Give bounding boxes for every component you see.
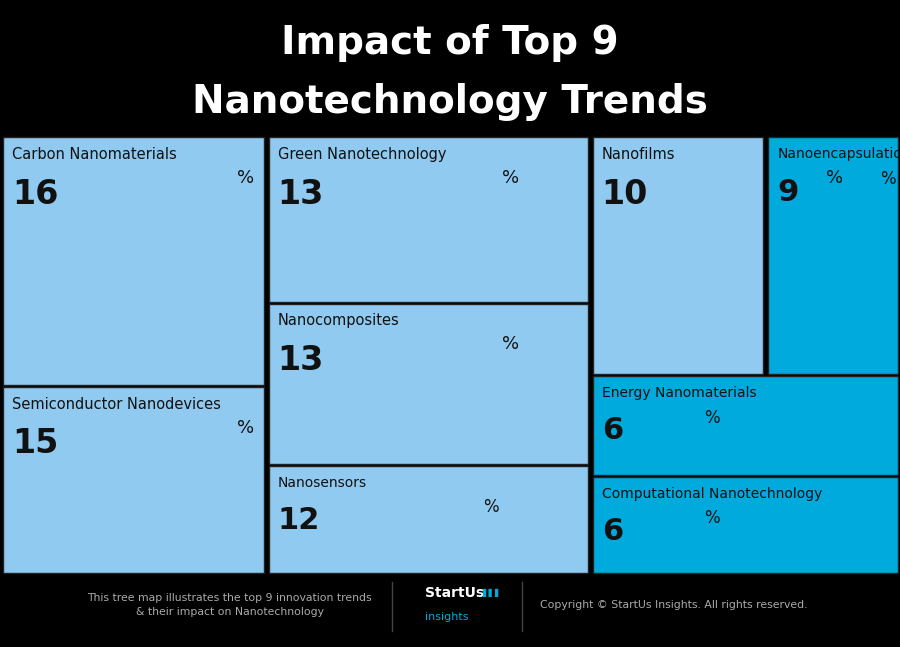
Text: Nanofilms: Nanofilms: [601, 147, 675, 162]
Text: This tree map illustrates the top 9 innovation trends
& their impact on Nanotech: This tree map illustrates the top 9 inno…: [87, 593, 372, 617]
Text: Impact of Top 9: Impact of Top 9: [281, 25, 619, 63]
Text: Copyright © StartUs Insights. All rights reserved.: Copyright © StartUs Insights. All rights…: [540, 600, 807, 610]
Bar: [592, 376, 898, 474]
Text: 9: 9: [777, 178, 798, 206]
Bar: [592, 137, 763, 374]
Text: Computational Nanotechnology: Computational Nanotechnology: [601, 487, 822, 501]
Bar: [268, 466, 588, 573]
Text: %: %: [237, 169, 254, 187]
Text: 13: 13: [277, 344, 324, 377]
Text: Nanoencapsulation: Nanoencapsulation: [777, 147, 900, 161]
Text: Carbon Nanomaterials: Carbon Nanomaterials: [13, 147, 177, 162]
Text: %: %: [502, 336, 519, 353]
Bar: [768, 137, 898, 374]
Text: %: %: [237, 419, 254, 437]
Text: 15: 15: [13, 428, 59, 461]
Text: %: %: [502, 169, 519, 187]
Text: Energy Nanomaterials: Energy Nanomaterials: [601, 386, 756, 400]
Text: 16: 16: [13, 178, 59, 211]
Bar: [592, 477, 898, 573]
Text: %: %: [705, 509, 720, 527]
Text: %: %: [483, 498, 500, 516]
Text: Nanotechnology Trends: Nanotechnology Trends: [192, 83, 708, 121]
Text: %: %: [705, 408, 720, 426]
Text: 10: 10: [601, 178, 648, 211]
Text: ▌▌▌: ▌▌▌: [482, 587, 502, 597]
Bar: [268, 137, 588, 302]
Text: Nanosensors: Nanosensors: [277, 476, 367, 490]
Bar: [268, 304, 588, 464]
Bar: [4, 137, 264, 385]
Text: Nanocomposites: Nanocomposites: [277, 314, 400, 329]
Text: %: %: [880, 170, 896, 188]
Text: Green Nanotechnology: Green Nanotechnology: [277, 147, 446, 162]
Text: StartUs: StartUs: [425, 586, 484, 600]
Text: 13: 13: [277, 178, 324, 211]
Text: 6: 6: [601, 417, 623, 445]
Text: %: %: [826, 169, 843, 187]
Text: insights: insights: [425, 612, 468, 622]
Text: 12: 12: [277, 506, 320, 535]
Bar: [4, 387, 264, 573]
Text: 6: 6: [601, 517, 623, 546]
Text: Semiconductor Nanodevices: Semiconductor Nanodevices: [13, 397, 221, 411]
